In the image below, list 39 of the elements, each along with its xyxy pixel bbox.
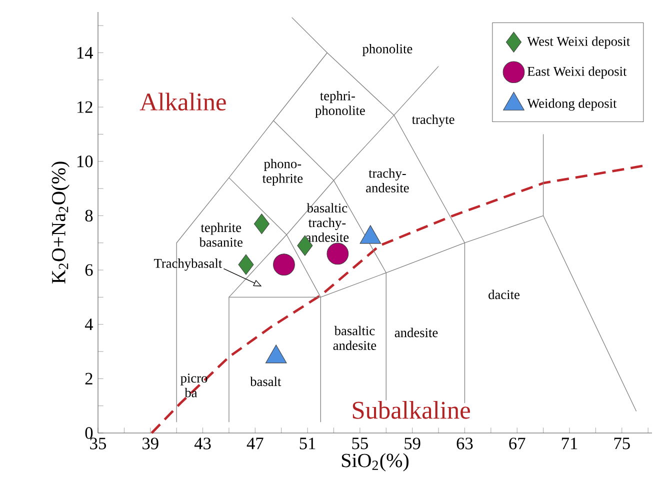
annotation: tephrite basanite <box>199 222 243 247</box>
y-tick-label: 4 <box>84 318 94 330</box>
annotation: Trachybasalt <box>154 258 222 271</box>
legend-label: East Weixi deposit <box>527 66 627 79</box>
y-tick-label: 2 <box>85 372 92 384</box>
annotation: andesite <box>394 328 438 338</box>
annotation: phono-tephrite <box>262 158 303 186</box>
x-axis-title: SiO$_{2}$(%) <box>342 453 408 472</box>
annotation: picro ba <box>180 374 208 398</box>
x-tick-label: 63 <box>456 438 473 450</box>
x-tick-label: 47 <box>246 438 264 450</box>
x-tick-label: 39 <box>142 438 158 450</box>
annotation: basalt <box>250 376 282 386</box>
annotation: Alkaline <box>140 92 226 111</box>
y-tick-label: 14 <box>77 47 94 58</box>
annotation: Subalkaline <box>352 401 470 419</box>
annotation: dacite <box>488 290 520 300</box>
annotation: trachyte <box>412 114 454 127</box>
x-tick-label: 59 <box>404 438 420 450</box>
y-tick-label: 0 <box>85 427 93 439</box>
x-tick-label: 35 <box>90 438 106 450</box>
x-tick-label: 51 <box>300 438 316 450</box>
y-tick-label: 12 <box>77 101 92 113</box>
annotation: phonolite <box>362 44 412 56</box>
legend-label: Weidong deposit <box>527 98 617 111</box>
y-axis-title: K$_{2}$O+Na$_{2}$O(%) <box>51 162 70 284</box>
x-tick-label: 75 <box>614 438 630 450</box>
x-tick-label: 43 <box>194 438 211 450</box>
x-tick-label: 71 <box>562 438 578 450</box>
annotation: basaltic trachy-andesite <box>306 203 349 242</box>
annotation: tephri-phonolite <box>315 90 365 118</box>
y-tick-label: 8 <box>85 210 93 222</box>
legend-label: West Weixi deposit <box>527 36 630 49</box>
annotation: basaltic andesite <box>333 326 376 350</box>
x-tick-label: 67 <box>509 438 526 450</box>
y-tick-label: 10 <box>77 156 93 168</box>
x-tick-label: 55 <box>352 438 368 450</box>
annotation: trachy-andesite <box>366 168 409 192</box>
y-tick-label: 6 <box>85 264 93 276</box>
